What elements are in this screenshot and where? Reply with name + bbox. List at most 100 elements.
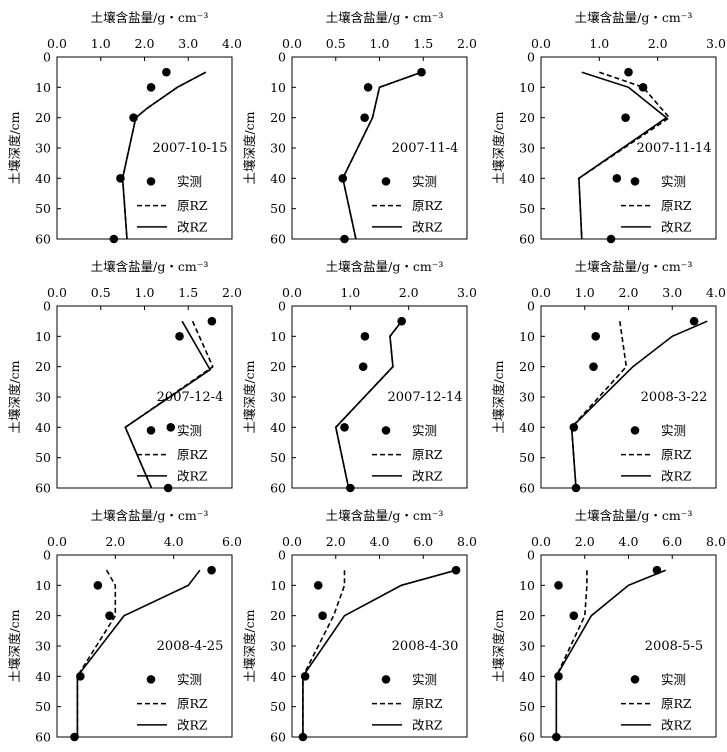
x-tick-label: 0.0: [282, 36, 302, 51]
y-tick-label: 20: [270, 359, 286, 374]
date-annotation: 2008-4-30: [392, 639, 459, 654]
legend-label: 改RZ: [412, 468, 443, 483]
y-tick-label: 40: [270, 171, 286, 186]
measured-point: [624, 67, 633, 77]
measured-point: [554, 581, 563, 590]
legend-label: 实测: [412, 423, 437, 438]
y-tick-label: 50: [519, 450, 535, 465]
x-tick-label: 2.0: [135, 36, 155, 51]
legend-label: 原RZ: [661, 198, 692, 213]
y-tick-label: 30: [270, 141, 286, 156]
y-tick-label: 60: [270, 730, 286, 745]
y-tick-label: 0: [43, 50, 51, 65]
x-axis-title: 土壤含盐量/g・cm⁻³: [326, 259, 444, 274]
y-tick-label: 40: [35, 171, 51, 186]
x-tick-label: 1.0: [135, 285, 155, 300]
y-tick-label: 0: [278, 299, 286, 314]
y-tick-label: 0: [278, 548, 286, 563]
y-tick-label: 60: [35, 730, 51, 745]
y-tick-label: 50: [35, 450, 51, 465]
x-tick-label: 4.0: [164, 534, 184, 549]
y-axis-title: 土壤深度/cm: [242, 360, 257, 433]
y-tick-label: 60: [519, 730, 535, 745]
x-axis-title: 土壤含盐量/g・cm⁻³: [326, 10, 444, 25]
measured-point: [105, 611, 114, 620]
measured-point: [612, 174, 622, 183]
legend-label: 原RZ: [661, 696, 692, 711]
legend-label: 实测: [412, 672, 437, 687]
y-axis-title: 土壤深度/cm: [7, 609, 22, 682]
y-tick-label: 50: [270, 450, 286, 465]
date-annotation: 2008-3-22: [641, 390, 708, 405]
legend-label: 改RZ: [177, 468, 208, 483]
measured-point: [162, 67, 171, 77]
x-tick-label: 6.0: [413, 534, 433, 549]
y-tick-label: 40: [519, 420, 535, 435]
legend-label: 改RZ: [412, 219, 443, 234]
measured-point: [589, 362, 598, 371]
measured-point: [363, 83, 373, 92]
measured-point: [93, 581, 103, 590]
y-tick-label: 0: [43, 548, 51, 563]
measured-point: [166, 423, 176, 432]
legend-label: 实测: [661, 174, 686, 189]
x-tick-label: 2.0: [105, 534, 125, 549]
modified-rz-line: [302, 569, 457, 737]
modified-rz-line: [76, 569, 201, 737]
y-tick-label: 50: [270, 201, 286, 216]
measured-point: [360, 113, 369, 122]
y-tick-label: 10: [270, 578, 286, 593]
x-tick-label: 4.0: [706, 285, 726, 300]
x-axis-title: 土壤含盐量/g・cm⁻³: [91, 259, 209, 274]
y-tick-label: 30: [35, 390, 51, 405]
measured-point: [689, 316, 699, 326]
x-tick-label: 2.0: [619, 285, 639, 300]
modified-rz-line: [121, 71, 207, 240]
y-tick-label: 60: [270, 232, 286, 247]
legend-marker-measured: [146, 675, 156, 684]
y-tick-label: 30: [519, 141, 535, 156]
legend-label: 改RZ: [177, 717, 208, 732]
chart-panel-3: 0.0 1.0 2.0 3.0 0 10 20 30 40 50 60 土壤含盐量/g・cm⁻³ 土壤深…: [491, 10, 726, 247]
measured-point: [313, 581, 323, 590]
y-tick-label: 0: [527, 548, 535, 563]
x-tick-label: 0.0: [531, 36, 551, 51]
y-tick-label: 10: [519, 578, 535, 593]
legend-label: 原RZ: [412, 198, 443, 213]
y-tick-label: 0: [43, 299, 51, 314]
x-tick-label: 0.0: [282, 285, 302, 300]
date-annotation: 2007-10-15: [153, 141, 228, 156]
measured-point: [340, 234, 349, 244]
x-axis-title: 土壤含盐量/g・cm⁻³: [575, 508, 693, 523]
modified-rz-line: [555, 569, 667, 737]
date-annotation: 2007-11-4: [392, 141, 459, 156]
date-annotation: 2008-5-5: [645, 639, 703, 654]
legend-label: 改RZ: [412, 717, 443, 732]
x-tick-label: 1.0: [575, 285, 595, 300]
measured-point: [621, 113, 630, 122]
x-tick-label: 0.0: [47, 36, 67, 51]
x-axis-title: 土壤含盐量/g・cm⁻³: [91, 10, 209, 25]
measured-point: [358, 362, 368, 371]
y-tick-label: 20: [270, 110, 286, 125]
legend-label: 实测: [661, 423, 686, 438]
y-tick-label: 50: [270, 699, 286, 714]
x-tick-label: 3.0: [457, 285, 477, 300]
modified-rz-line: [334, 320, 403, 489]
x-tick-label: 0.0: [282, 534, 302, 549]
legend-label: 原RZ: [412, 447, 443, 462]
y-tick-label: 30: [519, 390, 535, 405]
y-tick-label: 20: [35, 359, 51, 374]
measured-point: [591, 332, 600, 341]
chart-panel-6: 0.0 1.0 2.0 3.0 4.0 0 10 20 30 40 50 60 土壤含盐量/g・cm⁻³…: [491, 259, 726, 496]
y-tick-label: 50: [519, 699, 535, 714]
x-tick-label: 3.0: [706, 36, 726, 51]
y-tick-label: 60: [35, 232, 51, 247]
legend-label: 改RZ: [177, 219, 208, 234]
x-tick-label: 4.0: [222, 36, 242, 51]
chart-panel-1: 0.0 1.0 2.0 3.0 4.0 0 10 20 30 40 50 60 土壤含盐量/g・cm⁻³…: [7, 10, 242, 247]
y-tick-label: 10: [35, 578, 51, 593]
legend-label: 原RZ: [177, 198, 208, 213]
x-tick-label: 1.0: [91, 36, 111, 51]
